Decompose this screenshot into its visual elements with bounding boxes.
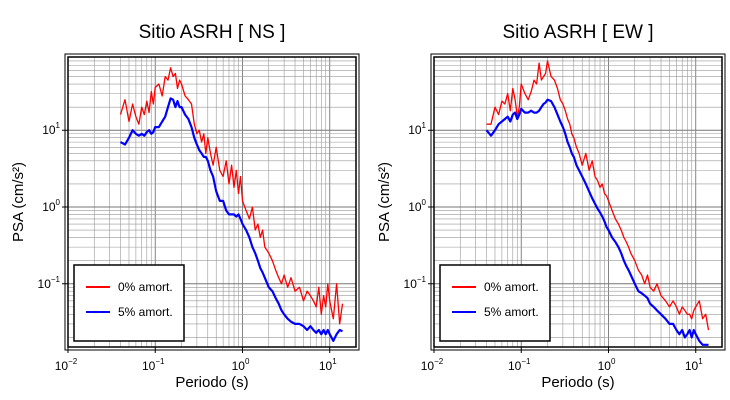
y-tick-label: 100 [408, 198, 426, 214]
chart-title: Sitio ASRH [ NS ] [139, 22, 286, 43]
x-tick-label: 10−2 [55, 357, 78, 373]
legend-label: 0% amort. [118, 280, 173, 294]
y-tick-label: 10−1 [404, 275, 427, 291]
series-line-undamped [486, 60, 710, 331]
x-tick-label: 101 [319, 357, 337, 373]
series-line-damped [485, 98, 709, 346]
y-tick-label: 101 [42, 121, 60, 137]
legend: 0% amort. 5% amort. [439, 264, 551, 342]
legend-label: 5% amort. [484, 305, 539, 319]
plot-area: 10−2 10−1 100 101 10−1 100 101 0% amort. 5% amor… [38, 53, 360, 373]
chart-panel-ns: Sitio ASRH [ NS ] 10−2 10−1 100 10110−11001… [10, 22, 360, 391]
plot-frame [433, 56, 723, 348]
legend-box [439, 264, 551, 342]
x-tick-label: 10−1 [508, 357, 531, 373]
chart-panel-ew: Sitio ASRH [ EW ] 10−2 10−1 100 10110−11001… [376, 22, 726, 391]
x-axis-label: Periodo (s) [175, 374, 248, 391]
x-tick-label: 100 [598, 357, 616, 373]
x-tick-label: 10−1 [142, 357, 165, 373]
plot-area: 10−2 10−1 100 101 10−1 100 101 0% amort. 5% amor… [404, 53, 726, 373]
x-tick-label: 101 [685, 357, 703, 373]
y-tick-label: 101 [408, 121, 426, 137]
chart-title: Sitio ASRH [ EW ] [503, 22, 654, 43]
legend-label: 5% amort. [118, 305, 173, 319]
y-tick-label: 10−1 [38, 275, 61, 291]
x-axis-label: Periodo (s) [541, 374, 614, 391]
legend-label: 0% amort. [484, 280, 539, 294]
series-line-damped [119, 97, 343, 342]
legend: 0% amort. 5% amort. [73, 264, 185, 342]
x-tick-label: 10−2 [421, 357, 444, 373]
y-tick-label: 100 [42, 198, 60, 214]
series-line-undamped [119, 67, 344, 325]
plot-frame-outer [430, 53, 726, 351]
plot-frame [67, 56, 357, 348]
y-axis-label: PSA (cm/s²) [10, 162, 27, 242]
plot-frame-outer [64, 53, 360, 351]
x-tick-label: 100 [232, 357, 250, 373]
legend-box [73, 264, 185, 342]
y-axis-label: PSA (cm/s²) [376, 162, 393, 242]
